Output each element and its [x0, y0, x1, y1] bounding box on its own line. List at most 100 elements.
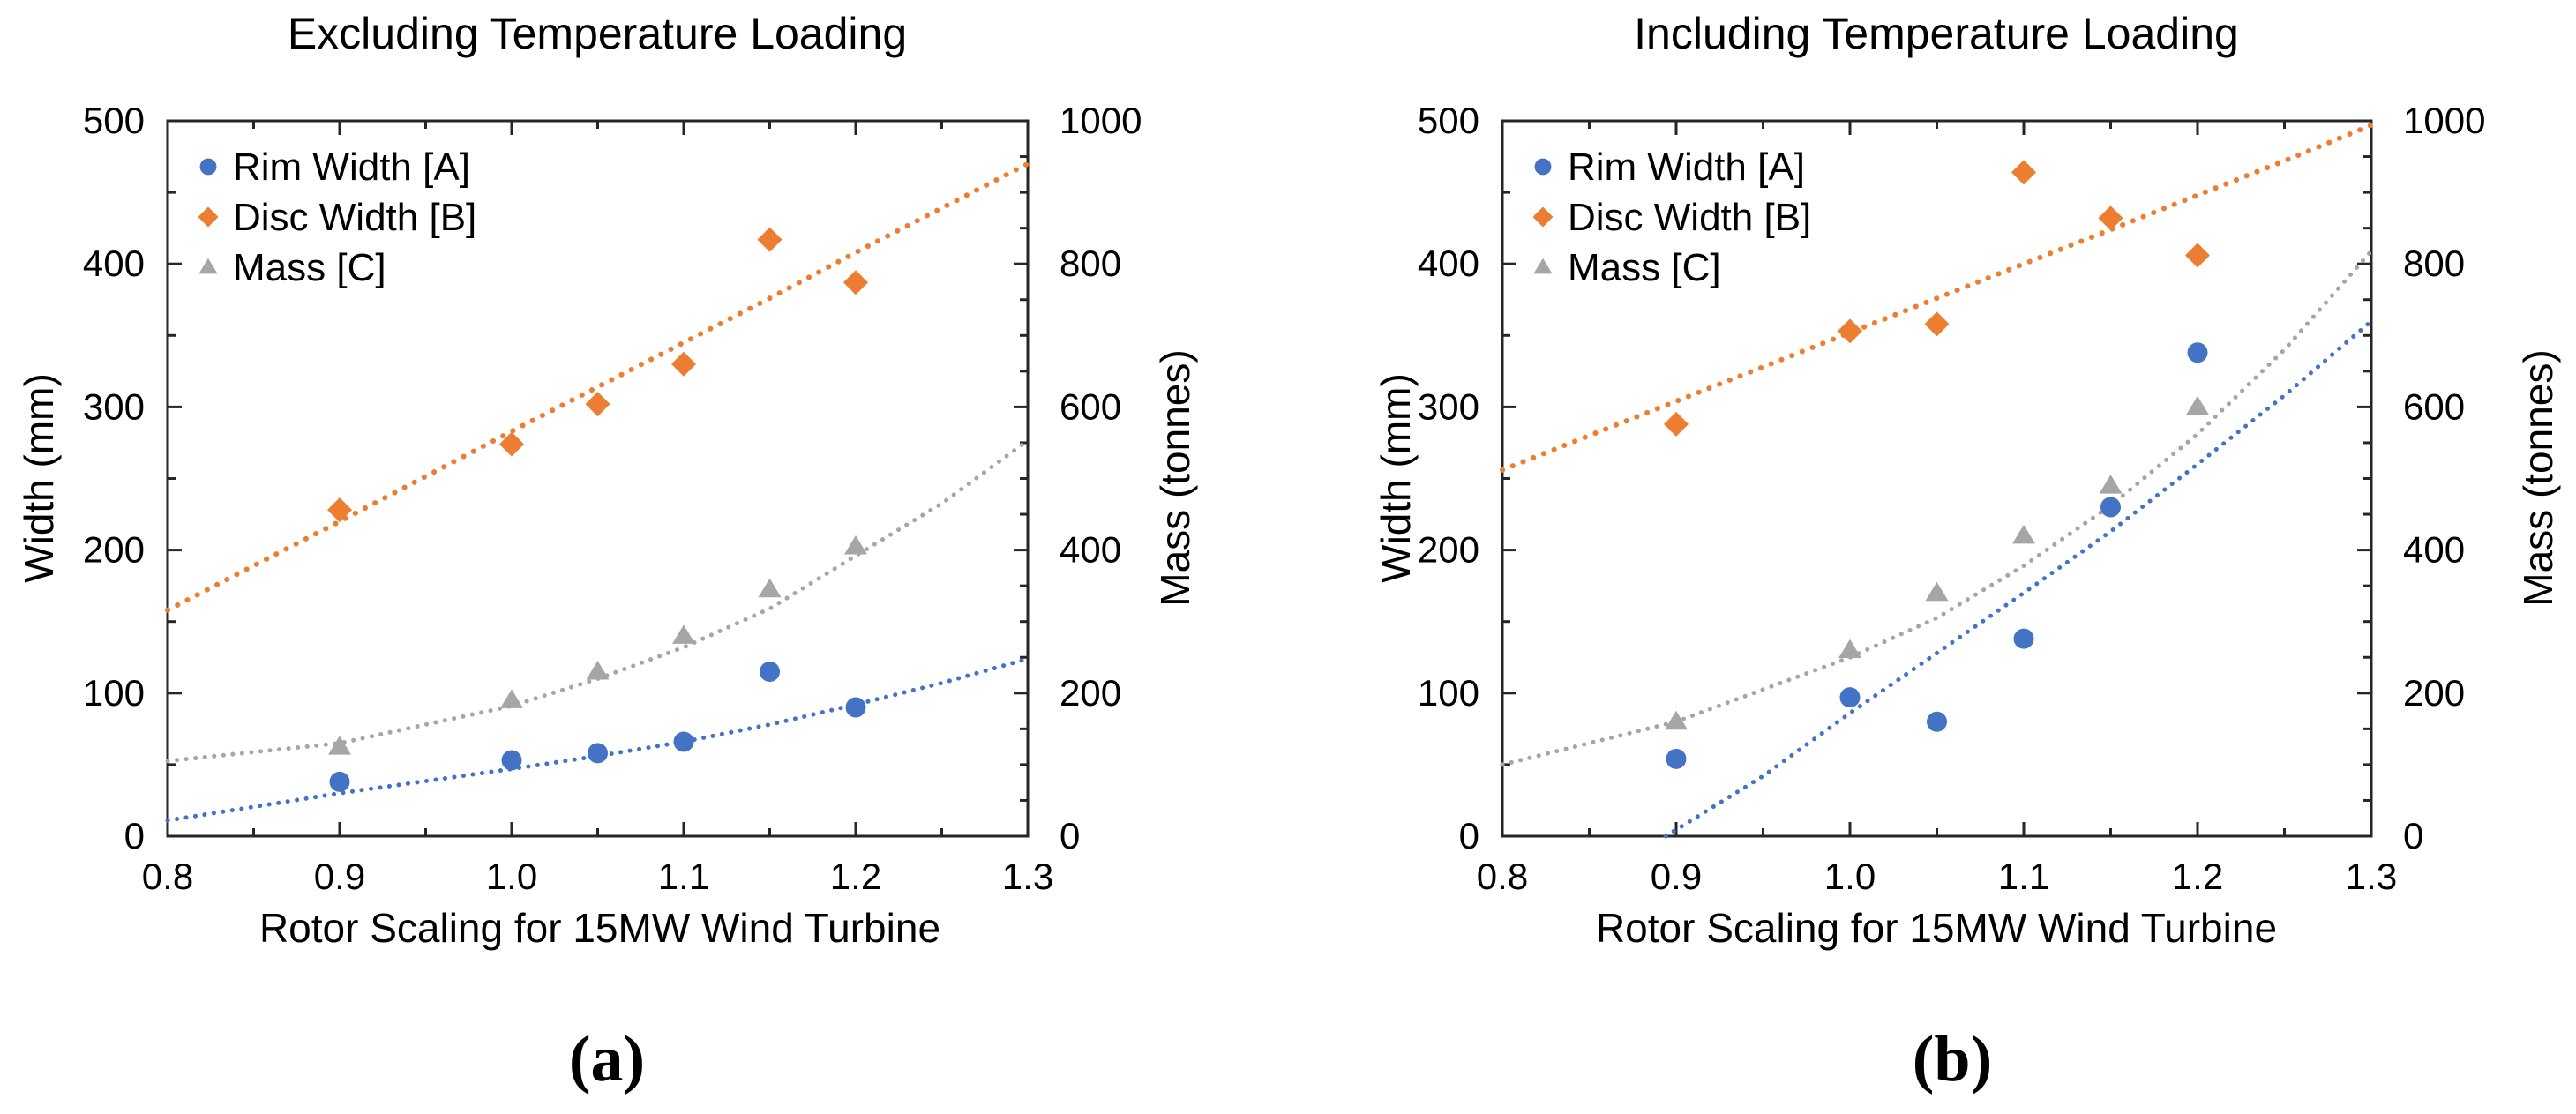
- panel-b-title: Including Temperature Loading: [1634, 9, 2239, 58]
- panel-b-y-left-tick-label: 200: [1418, 529, 1479, 571]
- panel-a-legend-disc-width-b-label: Disc Width [B]: [233, 196, 476, 239]
- panel-b-legend: Rim Width [A] Disc Width [B] Mass [C]: [1532, 146, 1811, 289]
- panel-a-y-left-tick-label: 0: [124, 815, 145, 856]
- panel-b-x-tick-label: 1.1: [1998, 856, 2049, 897]
- panel-b-mass-c-trendline: [1500, 249, 2374, 767]
- panel-a-x-tick-label: 0.8: [142, 856, 193, 897]
- panel-a-mass-c-trendline: [165, 438, 1030, 764]
- panel-a-x-tick-label: 1.3: [1002, 856, 1053, 897]
- panel-b-rim-width-a-point: [1927, 711, 1947, 732]
- panel-a-legend-disc-width-b-marker: [198, 206, 219, 228]
- panel-a-disc-width-b-point: [327, 497, 352, 523]
- panel-a-mass-c-point: [500, 689, 523, 708]
- panel-a-disc-width-b-point: [499, 431, 524, 457]
- panel-a-y-right-tick-label: 400: [1060, 529, 1121, 571]
- panel-b-disc-width-b-point: [2185, 243, 2210, 268]
- panel-b-mass-c-point: [1925, 581, 1949, 602]
- panel-a-y-left-tick-label: 400: [83, 243, 145, 284]
- panel-a-y-right-tick-label: 600: [1060, 385, 1121, 427]
- panel-b-y-left-tick-label: 300: [1418, 385, 1479, 427]
- panel-b-disc-width-b-point: [1838, 318, 1862, 344]
- panel-a-y-right-tick-label: 800: [1060, 243, 1121, 284]
- panel-a-y-right-tick-label: 200: [1060, 672, 1121, 714]
- panel-b-y-left-tick-label: 100: [1418, 672, 1479, 714]
- panel-a-x-tick-label: 1.1: [658, 856, 709, 897]
- panel-a-mass-c-point: [758, 578, 782, 598]
- panel-b-y-right-tick-label: 600: [2403, 385, 2465, 427]
- panel-b-mass-c-point: [2012, 524, 2035, 544]
- panel-b-yaxis-left-title: Width (mm): [1373, 373, 1419, 583]
- panel-b-rim-width-a-point: [1666, 748, 1687, 769]
- panel-a-rim-width-a-point: [329, 771, 350, 792]
- panel-a-legend-rim-width-a-marker: [199, 158, 217, 176]
- panel-b-mass-c-point: [2099, 475, 2123, 494]
- panel-a-legend: Rim Width [A] Disc Width [B] Mass [C]: [198, 146, 476, 289]
- panel-b: 0.8 0.9 1.0 1.1 1.2 1.30100200300400500020040…: [1418, 100, 2486, 897]
- panel-b-yaxis-right-title: Mass (tonnes): [2515, 349, 2561, 606]
- panel-a-y-right-tick-label: 1000: [1060, 100, 1142, 141]
- panel-a-x-tick-label: 1.2: [830, 856, 881, 897]
- panel-a-legend-mass-c-label: Mass [C]: [233, 246, 386, 289]
- panel-a-legend-mass-c-marker: [198, 258, 218, 274]
- panel-b-y-left-tick-label: 500: [1418, 100, 1479, 141]
- panel-a-yaxis-left-title: Width (mm): [16, 373, 62, 583]
- panel-a-disc-width-b-point: [843, 270, 868, 295]
- panel-a-x-tick-label: 1.0: [486, 856, 537, 897]
- panel-b-disc-width-b-point: [2011, 160, 2036, 185]
- panel-b-x-tick-label: 1.0: [1824, 856, 1876, 897]
- panel-b-rim-width-a-point: [1839, 687, 1861, 708]
- panel-a-mass-c-point: [328, 736, 351, 755]
- panel-a-rim-width-a-trendline: [165, 656, 1030, 823]
- panel-b-legend-rim-width-a-label: Rim Width [A]: [1568, 146, 1805, 189]
- panel-b-x-tick-label: 1.2: [2172, 856, 2223, 897]
- panel-a-disc-width-b-point: [757, 227, 783, 252]
- panel-a-yaxis-right-title: Mass (tonnes): [1152, 349, 1198, 606]
- panel-b-x-tick-label: 0.9: [1651, 856, 1702, 897]
- panel-b-y-right-tick-label: 800: [2403, 243, 2465, 284]
- panel-b-legend-disc-width-b-marker: [1532, 206, 1554, 228]
- panel-b-disc-width-b-point: [1924, 311, 1950, 337]
- panel-a-rim-width-a-point: [760, 661, 780, 682]
- panel-b-mass-c-point: [2186, 395, 2209, 415]
- panel-b-caption: (b): [1913, 1023, 1992, 1095]
- panel-a-y-left-tick-label: 200: [83, 529, 145, 571]
- panel-a-mass-c-point: [844, 535, 867, 555]
- panel-b-rim-width-a-point: [2187, 342, 2208, 363]
- panel-a-y-left-tick-label: 100: [83, 672, 145, 714]
- panel-a: 0.8 0.9 1.0 1.1 1.2 1.30100200300400500020040…: [83, 100, 1142, 897]
- panel-b-legend-rim-width-a-marker: [1534, 158, 1552, 176]
- panel-a-mass-c-point: [586, 660, 610, 680]
- panel-a-mass-c-point: [672, 624, 695, 644]
- panel-b-legend-disc-width-b-label: Disc Width [B]: [1568, 196, 1811, 239]
- panel-a-legend-rim-width-a-label: Rim Width [A]: [233, 146, 470, 189]
- panel-a-y-right-tick-label: 0: [1060, 815, 1080, 856]
- panel-a-disc-width-b-trendline: [165, 161, 1030, 613]
- panel-b-legend-mass-c-marker: [1533, 258, 1553, 274]
- panel-b-y-right-tick-label: 1000: [2403, 100, 2485, 141]
- panel-b-disc-width-b-point: [1664, 411, 1689, 437]
- panel-b-mass-c-point: [1665, 710, 1688, 730]
- panel-b-rim-width-a-point: [2013, 628, 2034, 649]
- panel-b-x-tick-label: 0.8: [1477, 856, 1528, 897]
- panel-b-mass-c-point: [1838, 639, 1861, 659]
- panel-b-rim-width-a-trendline: [1663, 318, 2374, 839]
- panel-a-y-left-tick-label: 500: [83, 100, 145, 141]
- panel-b-disc-width-b-point: [2098, 206, 2123, 231]
- panel-a-rim-width-a-point: [588, 743, 608, 764]
- panel-a-caption: (a): [569, 1023, 645, 1095]
- panel-b-x-tick-label: 1.3: [2346, 856, 2397, 897]
- panel-b-y-left-tick-label: 400: [1418, 243, 1479, 284]
- panel-a-rim-width-a-point: [845, 697, 866, 718]
- panel-a-rim-width-a-point: [501, 750, 522, 771]
- panel-b-y-left-tick-label: 0: [1459, 815, 1479, 856]
- panel-a-xaxis-title: Rotor Scaling for 15MW Wind Turbine: [259, 905, 940, 951]
- panel-a-disc-width-b-point: [671, 351, 696, 377]
- panel-a-rim-width-a-point: [673, 731, 694, 752]
- panel-b-y-right-tick-label: 400: [2403, 529, 2465, 571]
- panel-a-x-tick-label: 0.9: [314, 856, 365, 897]
- panel-a-y-left-tick-label: 300: [83, 385, 145, 427]
- panel-b-xaxis-title: Rotor Scaling for 15MW Wind Turbine: [1596, 905, 2277, 951]
- panel-a-title: Excluding Temperature Loading: [288, 9, 907, 58]
- panel-b-y-right-tick-label: 200: [2403, 672, 2465, 714]
